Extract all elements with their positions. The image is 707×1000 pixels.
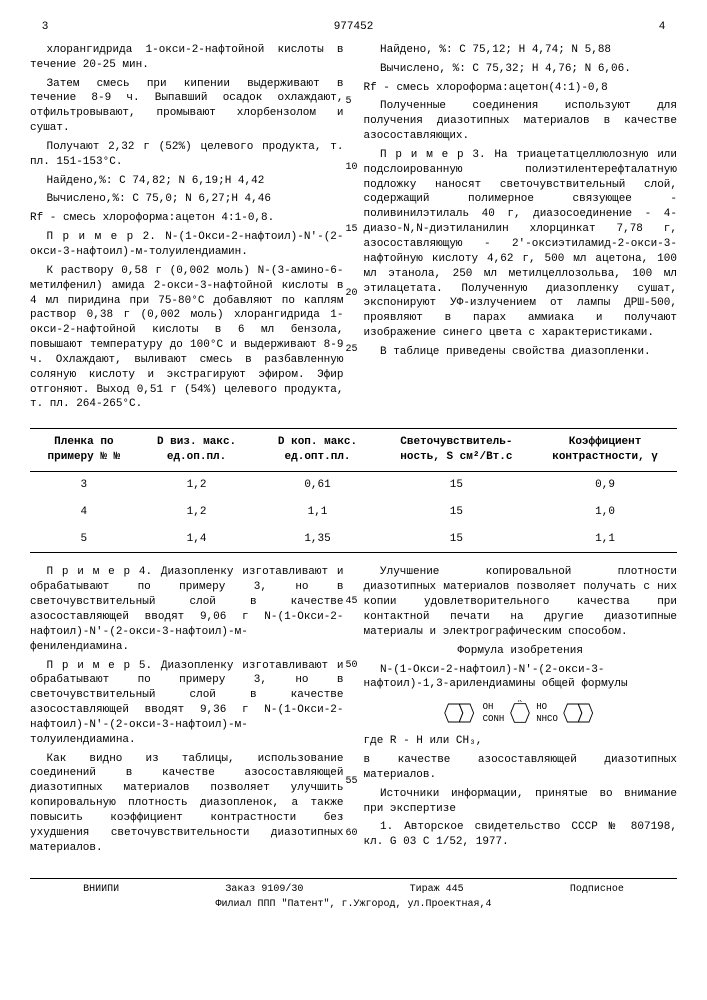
example-heading: П р и м е р 3. На триацетатцеллюлозную и… <box>364 148 678 341</box>
table-row: 31,20,61150,9 <box>30 471 677 498</box>
table-cell: 15 <box>380 471 533 498</box>
structure-label: OHCONH <box>483 701 505 725</box>
svg-text:R: R <box>518 700 522 704</box>
body-text: Найдено, %: С 75,12; Н 4,74; N 5,88 <box>364 43 678 58</box>
table-cell: 1,2 <box>138 471 256 498</box>
table-cell: 1,2 <box>138 499 256 526</box>
lower-columns: П р и м е р 4. Диазопленку изготавливают… <box>30 565 677 859</box>
body-text: Улучшение копировальной плотности диазот… <box>364 565 678 639</box>
body-text: в качестве азосоставляющей диазотипных м… <box>364 753 678 783</box>
structure-label: HONHCO <box>536 701 558 725</box>
table-header-row: Пленка по примеру № № D виз. макс. ед.оп… <box>30 429 677 472</box>
line-number: 10 <box>346 161 358 175</box>
example-heading: П р и м е р 2. N-(1-Окси-2-нафтоил)-N'-(… <box>30 230 344 260</box>
chemical-structure: OHCONH R HONHCO <box>364 700 678 726</box>
table-cell: 1,0 <box>533 499 677 526</box>
line-number: 60 <box>346 827 358 841</box>
line-number: 20 <box>346 287 358 301</box>
body-text: К раствору 0,58 г (0,002 моль) N-(3-амин… <box>30 264 344 412</box>
table-header: Пленка по примеру № № <box>30 429 138 472</box>
left-column: хлорангидрида 1-окси-2-нафтойной кислоты… <box>30 43 344 416</box>
table-cell: 0,61 <box>255 471 379 498</box>
line-number: 55 <box>346 775 358 789</box>
table-cell: 5 <box>30 526 138 553</box>
page-header: 3 977452 4 <box>30 20 677 35</box>
document-number: 977452 <box>60 20 647 35</box>
table-header: D коп. макс. ед.опт.пл. <box>255 429 379 472</box>
reference-item: 1. Авторское свидетельство СССР № 807198… <box>364 820 678 850</box>
line-number: 15 <box>346 223 358 237</box>
table-cell: 1,1 <box>533 526 677 553</box>
table-header: D виз. макс. ед.оп.пл. <box>138 429 256 472</box>
table-row: 41,21,1151,0 <box>30 499 677 526</box>
body-text: Вычислено,%: С 75,0; N 6,27;Н 4,46 <box>30 192 344 207</box>
publisher: ВНИИПИ <box>83 883 119 897</box>
formula-title: Формула изобретения <box>364 644 678 659</box>
line-number: 25 <box>346 343 358 357</box>
line-number: 45 <box>346 595 358 609</box>
body-text: Полученные соединения используют для пол… <box>364 99 678 144</box>
table-cell: 1,35 <box>255 526 379 553</box>
table-header: Светочув­ствитель­ность, S см²/Вт.с <box>380 429 533 472</box>
naphthalene-ring-icon <box>562 700 598 726</box>
order-number: Заказ 9109/30 <box>225 883 303 897</box>
body-text: В таблице приведены свойства диазопленки… <box>364 345 678 360</box>
table-cell: 1,1 <box>255 499 379 526</box>
body-text: Вычислено, %: С 75,32; Н 4,76; N 6,06. <box>364 62 678 77</box>
sources-title: Источники информации, принятые во вниман… <box>364 787 678 817</box>
table-cell: 1,4 <box>138 526 256 553</box>
benzene-ring-icon: R <box>508 700 532 726</box>
subscription: Подписное <box>570 883 624 897</box>
table-cell: 15 <box>380 526 533 553</box>
example-heading: П р и м е р 5. Диазопленку изготавливают… <box>30 659 344 748</box>
line-number: 50 <box>346 659 358 673</box>
properties-table: Пленка по примеру № № D виз. макс. ед.оп… <box>30 428 677 553</box>
body-text: Найдено,%: С 74,82; N 6,19;Н 4,42 <box>30 174 344 189</box>
page-footer: ВНИИПИ Заказ 9109/30 Тираж 445 Подписное… <box>30 878 677 912</box>
line-number: 5 <box>346 95 352 109</box>
body-text: хлорангидрида 1-окси-2-нафтойной кислоты… <box>30 43 344 73</box>
naphthalene-ring-icon <box>443 700 479 726</box>
page-number-left: 3 <box>30 20 60 35</box>
branch-address: Филиал ППП "Патент", г.Ужгород, ул.Проек… <box>30 898 677 912</box>
formula-name: N-(1-Окси-2-нафтоил)-N'-(2-окси-3-нафтои… <box>364 663 678 693</box>
table-cell: 3 <box>30 471 138 498</box>
body-text: Затем смесь при кипении выдерживают в те… <box>30 77 344 136</box>
right-column: 5 10 15 20 25 Найдено, %: С 75,12; Н 4,7… <box>364 43 678 416</box>
lower-right-column: 45 50 55 60 Улучшение копировальной плот… <box>364 565 678 859</box>
print-run: Тираж 445 <box>410 883 464 897</box>
table-header: Коэффициент контраст­нос­ти, γ <box>533 429 677 472</box>
table-cell: 4 <box>30 499 138 526</box>
where-clause: где R - Н или CH₃, <box>364 734 678 749</box>
lower-left-column: П р и м е р 4. Диазопленку изготавливают… <box>30 565 344 859</box>
page-number-right: 4 <box>647 20 677 35</box>
table-cell: 0,9 <box>533 471 677 498</box>
rf-value: Rf - смесь хлороформа:ацетон(4:1)-0,8 <box>364 81 678 96</box>
rf-value: Rf - смесь хлороформа:ацетон 4:1-0,8. <box>30 211 344 226</box>
example-heading: П р и м е р 4. Диазопленку изготавливают… <box>30 565 344 654</box>
table-cell: 15 <box>380 499 533 526</box>
upper-columns: хлорангидрида 1-окси-2-нафтойной кислоты… <box>30 43 677 416</box>
table-row: 51,41,35151,1 <box>30 526 677 553</box>
body-text: Получают 2,32 г (52%) целевого продукта,… <box>30 140 344 170</box>
body-text: Как видно из таблицы, использование соед… <box>30 752 344 856</box>
